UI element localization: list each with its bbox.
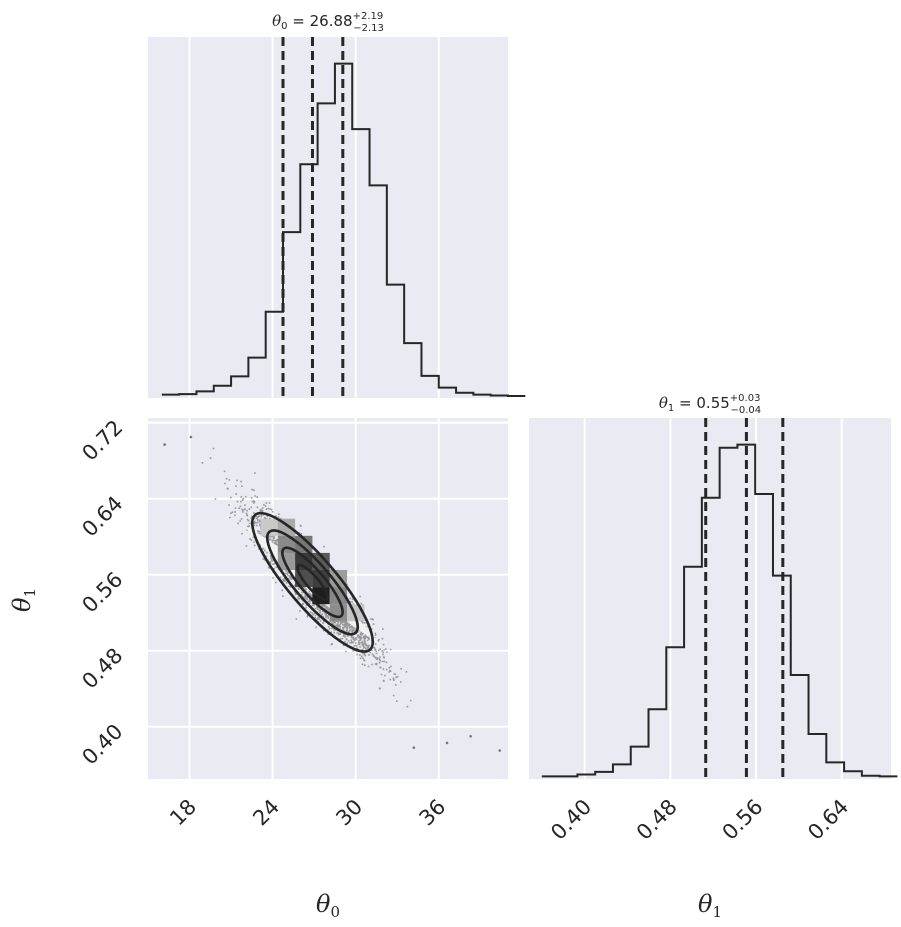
theta1-x-tick-label: 0.56 [718, 795, 768, 845]
theta1-y-tick-label: 0.48 [77, 643, 127, 693]
theta1-y-tick-label: 0.40 [77, 719, 127, 769]
theta0-axis-symbol: θ [316, 890, 331, 918]
theta1-x-axis-label: θ1 [698, 890, 722, 921]
theta1-axis-symbol: θ [8, 597, 36, 612]
theta1-x-axis-subscript: 1 [712, 903, 722, 921]
theta1-y-tick-label: 0.72 [77, 415, 127, 465]
theta0-title: θ0 = 26.88+2.19 −2.13 [272, 11, 384, 34]
joint-contour-line [296, 563, 329, 601]
joint-contour-line [250, 511, 375, 653]
theta1-marginal-gridlines [583, 418, 843, 779]
theta0-marginal-gridlines [188, 37, 440, 398]
theta0-axis-label: θ0 [316, 890, 340, 921]
theta1-title: θ1 = 0.55+0.03 −0.04 [659, 393, 761, 416]
theta1-title-plus: +0.03 [730, 393, 761, 404]
joint-density-cell [295, 535, 313, 553]
joint-outlier-point [412, 746, 416, 749]
joint-outlier-point [498, 749, 501, 752]
theta0-x-tick-label: 24 [248, 795, 284, 831]
joint-density-cell [312, 570, 330, 588]
theta1-marginal-marks [541, 418, 898, 779]
theta1-x-tick-label: 0.40 [546, 795, 596, 845]
theta1-axis-subscript: 1 [21, 588, 39, 598]
theta0-marginal-background [148, 37, 508, 398]
joint-outlier-point [469, 734, 472, 738]
joint-x-tick-labels: 18 24 30 36 [165, 795, 450, 831]
joint-outlier-point [163, 443, 166, 446]
theta1-x-tick-label: 0.48 [632, 795, 682, 845]
theta0-axis-subscript: 0 [330, 903, 340, 921]
theta0-x-tick-label: 30 [331, 795, 367, 831]
joint-density-cell [312, 552, 330, 570]
theta0-title-equals: = [288, 12, 310, 30]
theta0-title-symbol: θ [272, 12, 281, 30]
joint-density-cells [242, 518, 381, 645]
theta1-title-symbol: θ [659, 394, 668, 412]
theta1-marginal-panel: 0.40 0.48 0.56 0.64 θ1 = 0.55+0.03 −0.04 θ1 [529, 393, 898, 921]
theta1-title-equals: = [674, 394, 696, 412]
joint-contour-line [281, 546, 344, 619]
theta0-marginal-marks [161, 37, 526, 398]
theta1-y-tick-label: 0.64 [77, 491, 127, 541]
joint-outlier-point [189, 435, 193, 439]
theta1-title-value: 0.55 [696, 394, 729, 412]
theta1-title-subscript: 1 [668, 403, 674, 414]
theta1-axis-label: θ1 [8, 588, 39, 612]
theta0-x-tick-label: 36 [414, 795, 450, 831]
theta0-x-tick-label: 18 [165, 795, 201, 831]
theta1-x-axis-symbol: θ [698, 890, 713, 918]
joint-contour-line [265, 529, 359, 636]
theta1-y-tick-label: 0.56 [77, 567, 127, 617]
theta1-histogram-step [541, 443, 898, 778]
theta0-marginal-panel: θ0 = 26.88+2.19 −2.13 [148, 11, 526, 398]
joint-panel: 18 24 30 36 0.400.480.560.640.72 θ0 θ1 [8, 415, 508, 921]
joint-y-tick-labels: 0.40 0.48 0.56 0.64 0.72 [77, 415, 127, 769]
theta1-title-minus: −0.04 [730, 405, 761, 416]
theta1-x-tick-labels: 0.40 0.48 0.56 0.64 [546, 795, 853, 845]
theta1-marginal-background [529, 418, 891, 779]
theta0-histogram-step [161, 62, 526, 397]
theta0-title-minus: −2.13 [353, 23, 384, 34]
theta0-title-value: 26.88 [310, 12, 353, 30]
joint-outlier-point [445, 741, 449, 745]
theta0-title-subscript: 0 [281, 21, 287, 32]
joint-density-cell [329, 604, 348, 622]
joint-contours [250, 511, 375, 653]
theta0-title-plus: +2.19 [353, 11, 384, 22]
theta1-x-tick-label: 0.64 [803, 795, 853, 845]
